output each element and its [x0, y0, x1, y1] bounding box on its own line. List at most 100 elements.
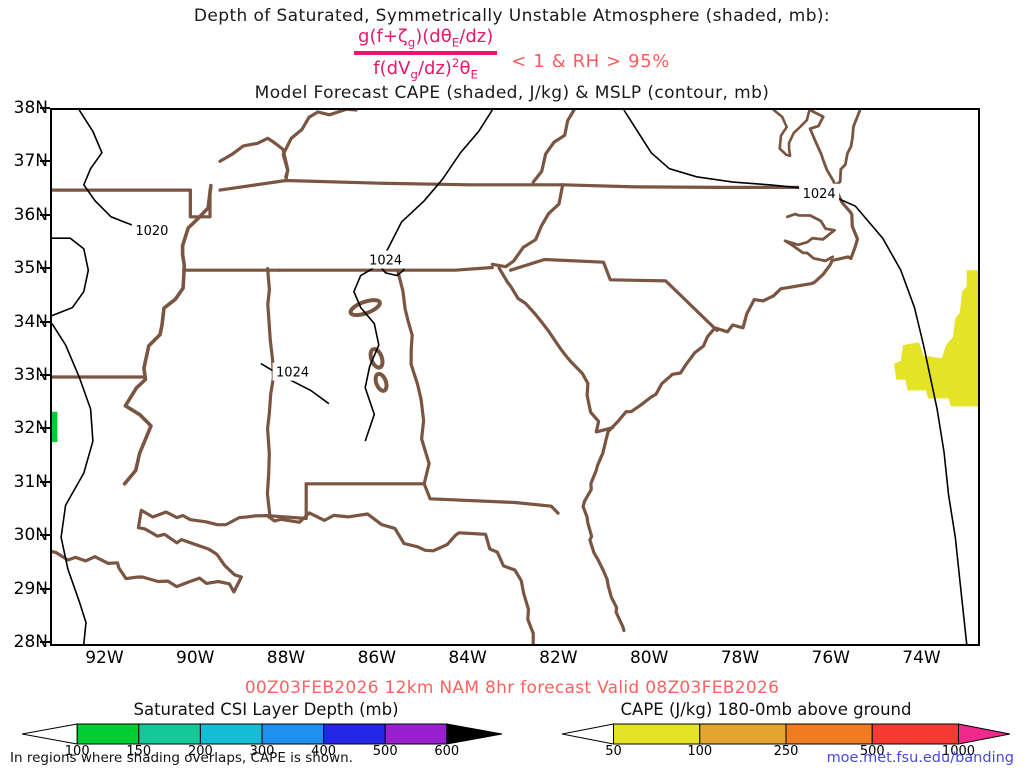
- mslp-contour-label: 1024: [272, 362, 313, 381]
- colorbar-block: [785, 723, 873, 745]
- lon-label-74w: 74W: [902, 648, 941, 668]
- colorbar-tick-300: 300: [249, 744, 275, 759]
- lon-label-76w: 76W: [811, 648, 850, 668]
- lon-label-88w: 88W: [266, 648, 306, 668]
- lat-tick-28n: [40, 641, 50, 643]
- colorbar-block: [323, 723, 386, 745]
- formula-fraction-bar: [354, 51, 498, 56]
- shading-layer: [52, 270, 978, 443]
- svg-text:1020: 1020: [135, 224, 168, 239]
- lake-feature: [348, 298, 382, 318]
- colorbar-csi-svg: [21, 723, 503, 745]
- border-line: [218, 178, 565, 192]
- longitude-axis: 92W 90W 88W 86W 84W 82W 80W 78W 76W 74W: [50, 648, 980, 672]
- csi-shaded-region: [52, 411, 58, 443]
- lon-label-78w: 78W: [720, 648, 760, 668]
- lat-label-28n: 28N: [13, 632, 48, 652]
- lat-tick-35n: [40, 267, 50, 270]
- mslp-contour: [353, 110, 493, 442]
- colorbar-tick-400: 400: [311, 744, 337, 759]
- border-line: [304, 482, 560, 515]
- border-line: [531, 110, 576, 184]
- colorbar-tick-100: 100: [687, 744, 713, 759]
- lat-tick-37n: [40, 160, 50, 163]
- colorbar-cape-ticks: 50 100 250 500 1000: [562, 744, 1010, 760]
- formula-fraction: g(f+ζg)(dθE/dz) f(dVg/dz)2θE: [354, 27, 498, 81]
- colorbar-block: [261, 723, 325, 745]
- lat-tick-33n: [40, 374, 50, 376]
- border-line: [218, 136, 290, 183]
- colorbar-head: [957, 723, 1011, 745]
- colorbar-block: [613, 723, 701, 745]
- colorbar-block: [76, 723, 140, 745]
- subtitle-cape-mslp: Model Forecast CAPE (shaded, J/kg) & MSL…: [254, 83, 770, 103]
- mslp-contour: [818, 189, 968, 644]
- colorbar-block: [699, 723, 787, 745]
- latitude-axis: 38N 37N 36N 35N 34N 33N 32N 31N 30N 29N 28N: [0, 98, 50, 652]
- colorbar-tick-100: 100: [64, 744, 90, 759]
- lat-label-32n: 32N: [13, 418, 48, 439]
- border-line: [808, 110, 837, 187]
- lat-label-36n: 36N: [13, 204, 48, 225]
- colorbar-tick-500: 500: [372, 744, 398, 759]
- border-line: [52, 508, 535, 635]
- colorbar-tick-50: 50: [605, 744, 622, 759]
- svg-text:1024: 1024: [803, 187, 836, 202]
- colorbar-block: [384, 723, 448, 745]
- border-line: [508, 257, 719, 333]
- border-line: [281, 110, 358, 179]
- lon-label-86w: 86W: [357, 648, 397, 668]
- colorbar-csi[interactable]: [21, 722, 503, 746]
- border-line: [395, 266, 431, 486]
- lat-label-33n: 33N: [13, 365, 48, 385]
- lat-label-31n: 31N: [13, 471, 48, 492]
- colorbar-cape[interactable]: [561, 722, 1011, 746]
- lat-label-38n: 38N: [13, 98, 48, 118]
- colorbar-tick-1000: 1000: [941, 744, 976, 759]
- lat-tick-29n: [40, 587, 50, 590]
- lon-label-82w: 82W: [539, 648, 578, 668]
- colorbar-tick-600: 600: [434, 744, 460, 759]
- border-line: [268, 482, 308, 521]
- colorbar-head: [446, 723, 503, 745]
- source-url[interactable]: moe.met.fsu.edu/banding: [826, 750, 1014, 766]
- lat-label-29n: 29N: [13, 578, 48, 599]
- lake-feature: [373, 371, 389, 393]
- lat-tick-36n: [40, 213, 50, 216]
- mslp-contour: [52, 323, 94, 644]
- colorbar-block: [199, 723, 263, 745]
- state-borders-layer: [52, 110, 862, 644]
- colorbar-tail: [561, 723, 615, 745]
- border-line: [581, 185, 860, 633]
- lat-label-37n: 37N: [13, 151, 48, 172]
- colorbar-tick-200: 200: [187, 744, 213, 759]
- mslp-contour-label: 1024: [365, 250, 406, 269]
- mslp-contour: [623, 110, 820, 191]
- cape-shaded-region: [894, 270, 978, 407]
- border-line: [52, 188, 212, 219]
- map-canvas: 1020 1024 1024 1024: [52, 110, 978, 644]
- colorbar-block: [138, 723, 201, 745]
- border-line: [122, 183, 213, 486]
- formula-condition: < 1 & RH > 95%: [511, 51, 670, 73]
- lon-label-92w: 92W: [85, 648, 124, 668]
- map-panel[interactable]: 1020 1024 1024 1024: [50, 108, 980, 646]
- border-line: [833, 110, 862, 187]
- lat-tick-34n: [40, 320, 50, 323]
- mslp-contour: [52, 237, 90, 317]
- mslp-contour: [78, 110, 148, 226]
- mslp-contour-label: 1020: [131, 221, 172, 240]
- border-line: [490, 183, 565, 269]
- border-line: [772, 110, 811, 158]
- mslp-contour-label: 1024: [799, 183, 840, 202]
- svg-text:1024: 1024: [369, 254, 402, 269]
- forecast-valid-line: 00Z03FEB2026 12km NAM 8hr forecast Valid…: [244, 678, 780, 698]
- overlap-note: In regions where shading overlaps, CAPE …: [10, 750, 353, 766]
- lat-tick-31n: [40, 480, 50, 483]
- page-title: Depth of Saturated, Symmetrically Unstab…: [193, 6, 831, 26]
- colorbar-tick-500: 500: [859, 744, 885, 759]
- colorbar-cape-svg: [561, 723, 1011, 745]
- colorbar-csi-ticks: 100 150 200 300 400 500 600: [22, 744, 502, 760]
- legend-title-cape: CAPE (J/kg) 180-0mb above ground: [620, 700, 912, 719]
